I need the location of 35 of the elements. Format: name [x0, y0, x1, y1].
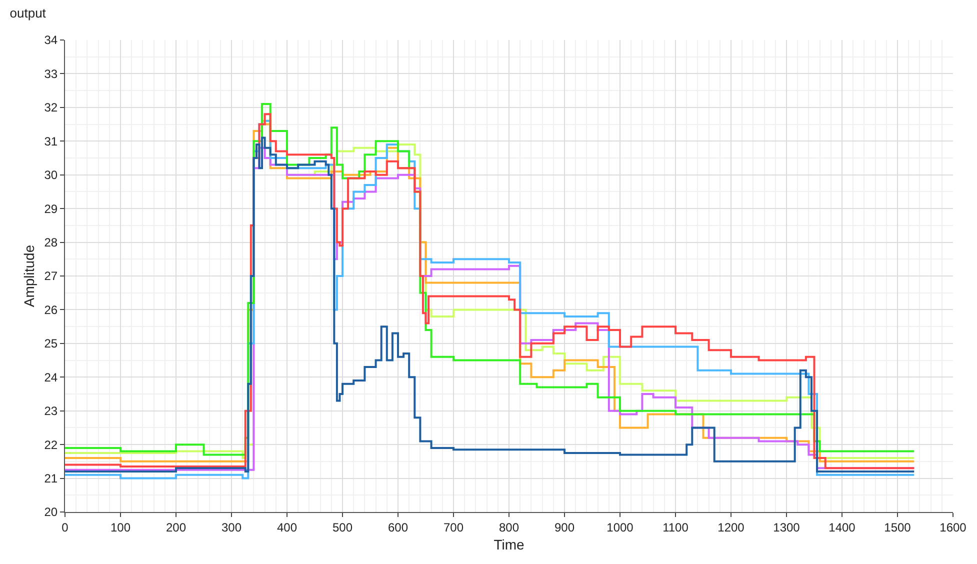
- x-tick-label: 900: [554, 520, 575, 534]
- x-tick-label: 1200: [718, 520, 745, 534]
- x-tick-label: 400: [276, 520, 298, 534]
- x-tick-label: 100: [110, 520, 131, 534]
- x-tick-label: 700: [443, 520, 464, 534]
- chart-title: output: [10, 6, 46, 21]
- y-tick-label: 23: [44, 404, 58, 418]
- y-tick-label: 24: [44, 370, 58, 384]
- x-tick-label: 500: [332, 520, 353, 534]
- y-tick-label: 27: [44, 269, 58, 284]
- y-tick-label: 34: [44, 33, 58, 48]
- y-tick-label: 25: [44, 336, 58, 351]
- x-tick-label: 1000: [606, 520, 634, 534]
- x-tick-label: 0: [62, 520, 69, 534]
- y-tick-label: 29: [44, 202, 58, 216]
- y-axis-title: Amplitude: [20, 244, 37, 308]
- y-tick-label: 22: [44, 438, 58, 452]
- x-tick-label: 600: [388, 520, 408, 534]
- y-tick-label: 33: [44, 66, 58, 81]
- y-tick-label: 30: [44, 168, 58, 182]
- y-tick-label: 21: [44, 471, 58, 486]
- y-tick-label: 28: [44, 235, 58, 250]
- y-tick-label: 32: [44, 100, 58, 115]
- x-tick-label: 300: [221, 520, 242, 534]
- x-tick-label: 1300: [773, 520, 800, 534]
- y-tick-label: 26: [44, 302, 58, 317]
- x-tick-label: 800: [498, 520, 520, 534]
- x-tick-label: 200: [166, 520, 186, 534]
- x-tick-label: 1600: [940, 520, 967, 534]
- x-axis-title: Time: [494, 536, 525, 553]
- y-tick-label: 20: [44, 505, 58, 520]
- x-tick-label: 1100: [662, 520, 689, 534]
- x-tick-label: 1500: [884, 520, 912, 534]
- x-tick-label: 1400: [828, 520, 856, 534]
- y-tick-label: 31: [44, 134, 58, 148]
